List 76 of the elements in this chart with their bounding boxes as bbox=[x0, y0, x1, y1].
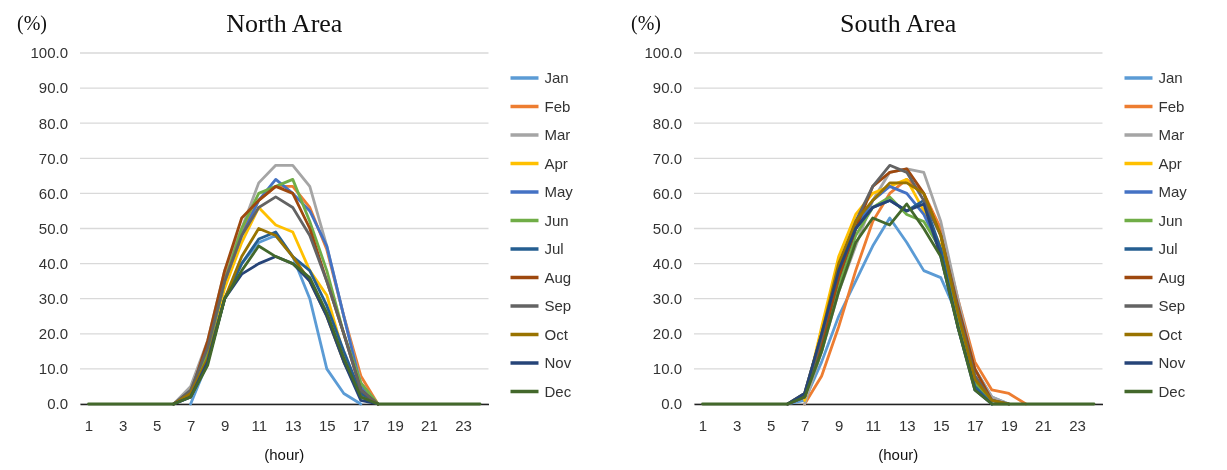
y-tick-label: 60.0 bbox=[652, 184, 682, 202]
x-tick-label: 23 bbox=[1068, 416, 1086, 434]
x-axis-title: (hour) bbox=[877, 446, 918, 463]
y-tick-label: 0.0 bbox=[660, 395, 682, 413]
y-tick-label: 90.0 bbox=[38, 79, 68, 97]
legend-label: Dec bbox=[544, 382, 572, 400]
y-tick-label: 100.0 bbox=[643, 44, 682, 62]
legend-label: Oct bbox=[1158, 325, 1183, 343]
legend-label: Oct bbox=[544, 325, 569, 343]
legend-label: Nov bbox=[1158, 354, 1186, 371]
y-tick-label: 40.0 bbox=[38, 254, 68, 272]
y-tick-label: 50.0 bbox=[38, 219, 68, 237]
y-tick-label: 10.0 bbox=[652, 360, 682, 378]
x-tick-label: 5 bbox=[766, 416, 775, 434]
x-tick-label: 21 bbox=[1034, 416, 1052, 434]
x-tick-label: 23 bbox=[455, 416, 472, 434]
legend-label: Nov bbox=[544, 354, 572, 371]
legend-label: Jun bbox=[544, 211, 569, 229]
chart-title: South Area bbox=[839, 9, 957, 38]
legend-label: Feb bbox=[1158, 97, 1184, 115]
x-tick-label: 11 bbox=[251, 416, 268, 434]
x-tick-label: 3 bbox=[732, 416, 741, 434]
x-tick-label: 15 bbox=[318, 416, 336, 434]
legend-label: Jun bbox=[1158, 211, 1183, 229]
x-tick-label: 19 bbox=[387, 416, 404, 434]
y-tick-label: 80.0 bbox=[38, 114, 68, 132]
legend-label: Aug bbox=[544, 268, 572, 286]
x-tick-label: 17 bbox=[353, 416, 370, 434]
x-tick-label: 9 bbox=[221, 416, 230, 434]
legend-label: Jan bbox=[1158, 69, 1183, 86]
x-tick-label: 13 bbox=[898, 416, 916, 434]
x-tick-label: 1 bbox=[698, 416, 707, 434]
legend-label: May bbox=[544, 183, 574, 200]
legend-label: Jul bbox=[544, 240, 564, 257]
x-tick-label: 5 bbox=[152, 416, 162, 434]
y-tick-label: 90.0 bbox=[652, 79, 682, 97]
y-tick-label: 60.0 bbox=[38, 184, 68, 202]
legend-label: Jul bbox=[1158, 240, 1178, 257]
y-tick-label: 100.0 bbox=[30, 44, 68, 62]
y-tick-label: 0.0 bbox=[47, 395, 68, 413]
x-tick-label: 1 bbox=[84, 416, 94, 434]
legend-label: Mar bbox=[1158, 126, 1184, 143]
y-tick-label: 70.0 bbox=[652, 149, 682, 167]
x-tick-label: 15 bbox=[932, 416, 950, 434]
y-axis-title: (%) bbox=[17, 12, 47, 35]
y-tick-label: 20.0 bbox=[38, 325, 68, 343]
chart-title: North Area bbox=[226, 9, 343, 38]
legend-label: Aug bbox=[1158, 268, 1185, 286]
y-tick-label: 80.0 bbox=[652, 114, 682, 132]
y-tick-label: 40.0 bbox=[652, 254, 682, 272]
x-tick-label: 7 bbox=[186, 416, 196, 434]
x-tick-label: 19 bbox=[1000, 416, 1018, 434]
legend-label: Sep bbox=[544, 297, 572, 314]
y-tick-label: 30.0 bbox=[652, 290, 682, 307]
legend-label: Apr bbox=[544, 154, 568, 172]
y-tick-label: 20.0 bbox=[652, 325, 682, 343]
y-tick-label: 50.0 bbox=[652, 219, 682, 237]
legend-label: Apr bbox=[1158, 154, 1182, 172]
x-tick-label: 11 bbox=[864, 416, 881, 434]
y-tick-label: 10.0 bbox=[38, 360, 68, 378]
legend-label: Mar bbox=[544, 126, 571, 143]
x-tick-label: 3 bbox=[118, 416, 128, 434]
y-tick-label: 70.0 bbox=[38, 149, 68, 167]
legend-label: Sep bbox=[1158, 297, 1185, 314]
y-tick-label: 30.0 bbox=[38, 290, 68, 307]
legend-label: Dec bbox=[1158, 382, 1186, 400]
legend-label: May bbox=[1158, 183, 1187, 200]
x-axis-title: (hour) bbox=[264, 446, 305, 463]
x-tick-label: 21 bbox=[421, 416, 438, 434]
x-tick-label: 7 bbox=[800, 416, 809, 434]
y-axis-title: (%) bbox=[630, 12, 661, 35]
legend-label: Feb bbox=[544, 97, 571, 115]
x-tick-label: 13 bbox=[284, 416, 302, 434]
x-tick-label: 9 bbox=[834, 416, 843, 434]
legend-label: Jan bbox=[544, 69, 569, 86]
x-tick-label: 17 bbox=[966, 416, 984, 434]
